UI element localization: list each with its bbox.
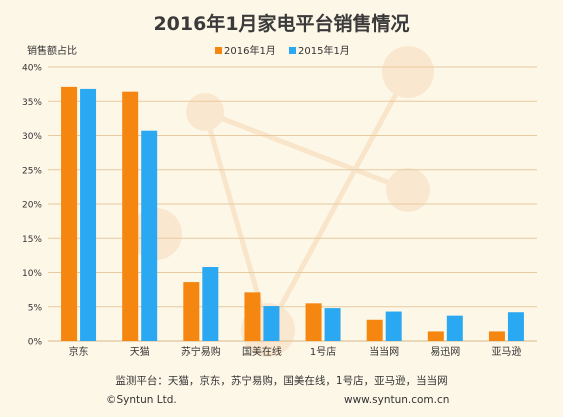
footer-website: www.syntun.com.cn xyxy=(344,394,450,406)
bar-2016 xyxy=(427,331,444,341)
x-tick-label: 国美在线 xyxy=(242,345,282,358)
y-tick-label: 10% xyxy=(22,269,42,279)
bar-2015 xyxy=(202,267,219,341)
y-tick-label: 35% xyxy=(22,98,42,108)
y-tick-label: 20% xyxy=(22,201,42,211)
footer-copyright: ©Syntun Ltd. xyxy=(106,394,177,406)
footer-platforms: 监测平台：天猫，京东，苏宁易购，国美在线，1号店，亚马逊，当当网 xyxy=(115,375,448,387)
legend: 2016年1月 2015年1月 xyxy=(215,42,360,57)
bar-2016 xyxy=(122,91,139,341)
x-tick-label: 1号店 xyxy=(310,345,336,358)
bar-2016 xyxy=(305,303,322,341)
legend-item-2015: 2015年1月 xyxy=(289,42,350,57)
bar-2015 xyxy=(80,88,97,341)
legend-swatch-2015 xyxy=(289,47,296,54)
bar-2016 xyxy=(61,86,78,342)
y-tick-label: 40% xyxy=(22,64,42,74)
watermark-graphic xyxy=(130,46,434,357)
x-tick-label: 天猫 xyxy=(130,345,150,358)
bar-2015 xyxy=(263,306,280,341)
legend-label-2016: 2016年1月 xyxy=(224,46,276,57)
bar-2015 xyxy=(385,311,402,341)
x-tick-label: 当当网 xyxy=(369,345,399,358)
y-tick-label: 0% xyxy=(28,338,43,348)
x-tick-label: 京东 xyxy=(69,345,89,358)
bar-2015 xyxy=(507,312,524,341)
bar-2015 xyxy=(446,315,463,341)
bar-2016 xyxy=(366,319,383,341)
y-tick-label: 30% xyxy=(22,132,42,142)
bar-2016 xyxy=(244,292,261,341)
legend-swatch-2016 xyxy=(215,47,222,54)
legend-label-2015: 2015年1月 xyxy=(298,46,350,57)
bar-2015 xyxy=(141,130,158,341)
x-tick-label: 易迅网 xyxy=(430,346,460,358)
x-tick-label: 亚马逊 xyxy=(491,346,521,358)
x-tick-label: 苏宁易购 xyxy=(181,345,221,358)
y-tick-label: 5% xyxy=(28,303,43,313)
legend-item-2016: 2016年1月 xyxy=(215,42,276,57)
y-axis-label: 销售额占比 xyxy=(27,46,77,57)
bar-2015 xyxy=(324,308,341,341)
y-tick-label: 15% xyxy=(22,235,42,245)
bar-2016 xyxy=(183,282,200,341)
chart-title: 2016年1月家电平台销售情况 xyxy=(153,13,410,35)
bar-2016 xyxy=(488,331,505,341)
y-tick-label: 25% xyxy=(22,166,42,176)
